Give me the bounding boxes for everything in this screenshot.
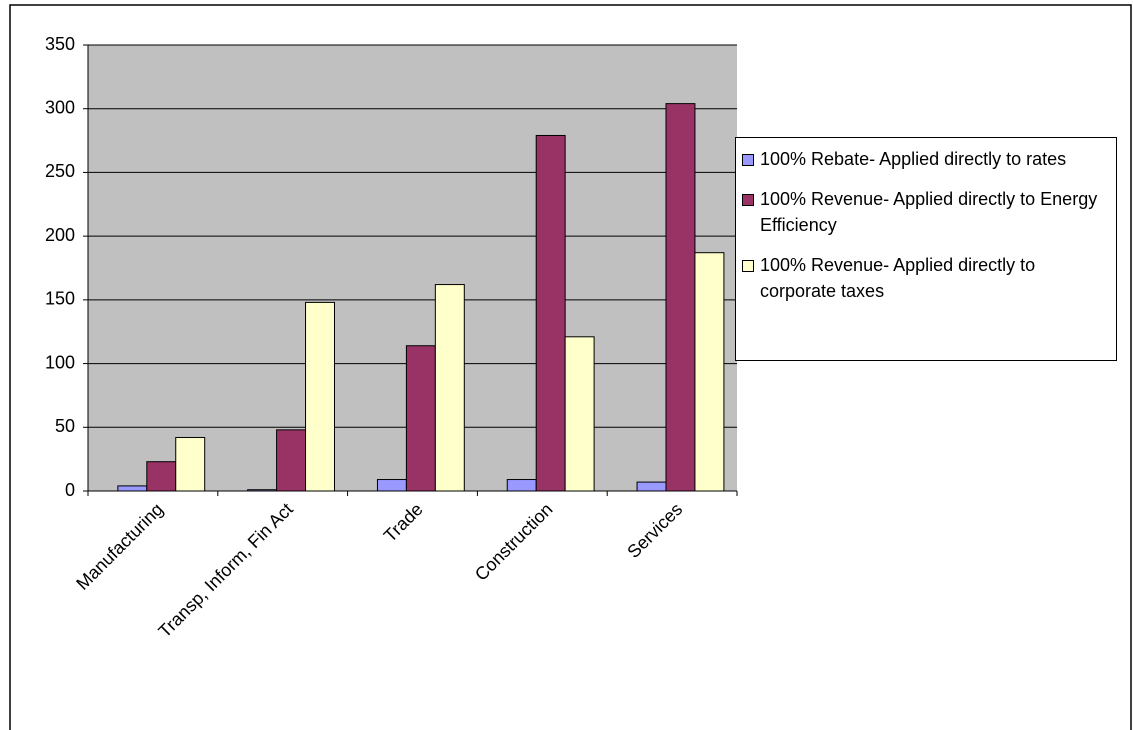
- bar: [376, 479, 407, 492]
- x-tick-label: Trade: [380, 499, 427, 546]
- legend-item: 100% Revenue- Applied directly to Energy…: [742, 186, 1116, 238]
- bar: [146, 461, 177, 492]
- legend-label: 100% Rebate- Applied directly to rates: [760, 149, 1067, 169]
- y-tick-label: 300: [45, 97, 75, 117]
- bar: [276, 429, 307, 492]
- bar: [535, 134, 566, 492]
- bar: [405, 345, 436, 492]
- bar: [247, 489, 278, 492]
- bar: [434, 284, 465, 492]
- x-tick-label: Construction: [471, 499, 557, 585]
- legend-swatch: [742, 154, 754, 166]
- legend-item: 100% Revenue- Applied directly to corpor…: [742, 252, 1116, 304]
- bar: [175, 436, 206, 492]
- bar: [506, 479, 537, 492]
- y-tick-label: 50: [55, 416, 75, 436]
- bar: [636, 481, 667, 492]
- bar: [117, 485, 148, 492]
- y-tick-label: 0: [65, 480, 75, 500]
- bar: [564, 336, 595, 492]
- y-tick-label: 250: [45, 161, 75, 181]
- legend-swatch: [742, 194, 754, 206]
- x-tick-label: Transp, Inform, Fin Act: [154, 499, 296, 641]
- bar: [665, 103, 696, 492]
- chart-border: [9, 4, 1132, 730]
- legend-label: 100% Revenue- Applied directly to Energy…: [760, 189, 1098, 235]
- y-tick-label: 350: [45, 34, 75, 54]
- bar: [694, 252, 725, 492]
- legend-label: 100% Revenue- Applied directly to corpor…: [760, 255, 1036, 301]
- legend-item: 100% Rebate- Applied directly to rates: [742, 146, 1116, 172]
- y-tick-label: 100: [45, 352, 75, 372]
- legend: 100% Rebate- Applied directly to rates 10…: [735, 137, 1117, 361]
- legend-swatch: [742, 260, 754, 272]
- bar: [305, 301, 335, 492]
- x-tick-label: Services: [623, 499, 686, 562]
- x-tick-label: Manufacturing: [72, 499, 167, 594]
- y-tick-label: 200: [45, 225, 75, 245]
- y-tick-label: 150: [45, 289, 75, 309]
